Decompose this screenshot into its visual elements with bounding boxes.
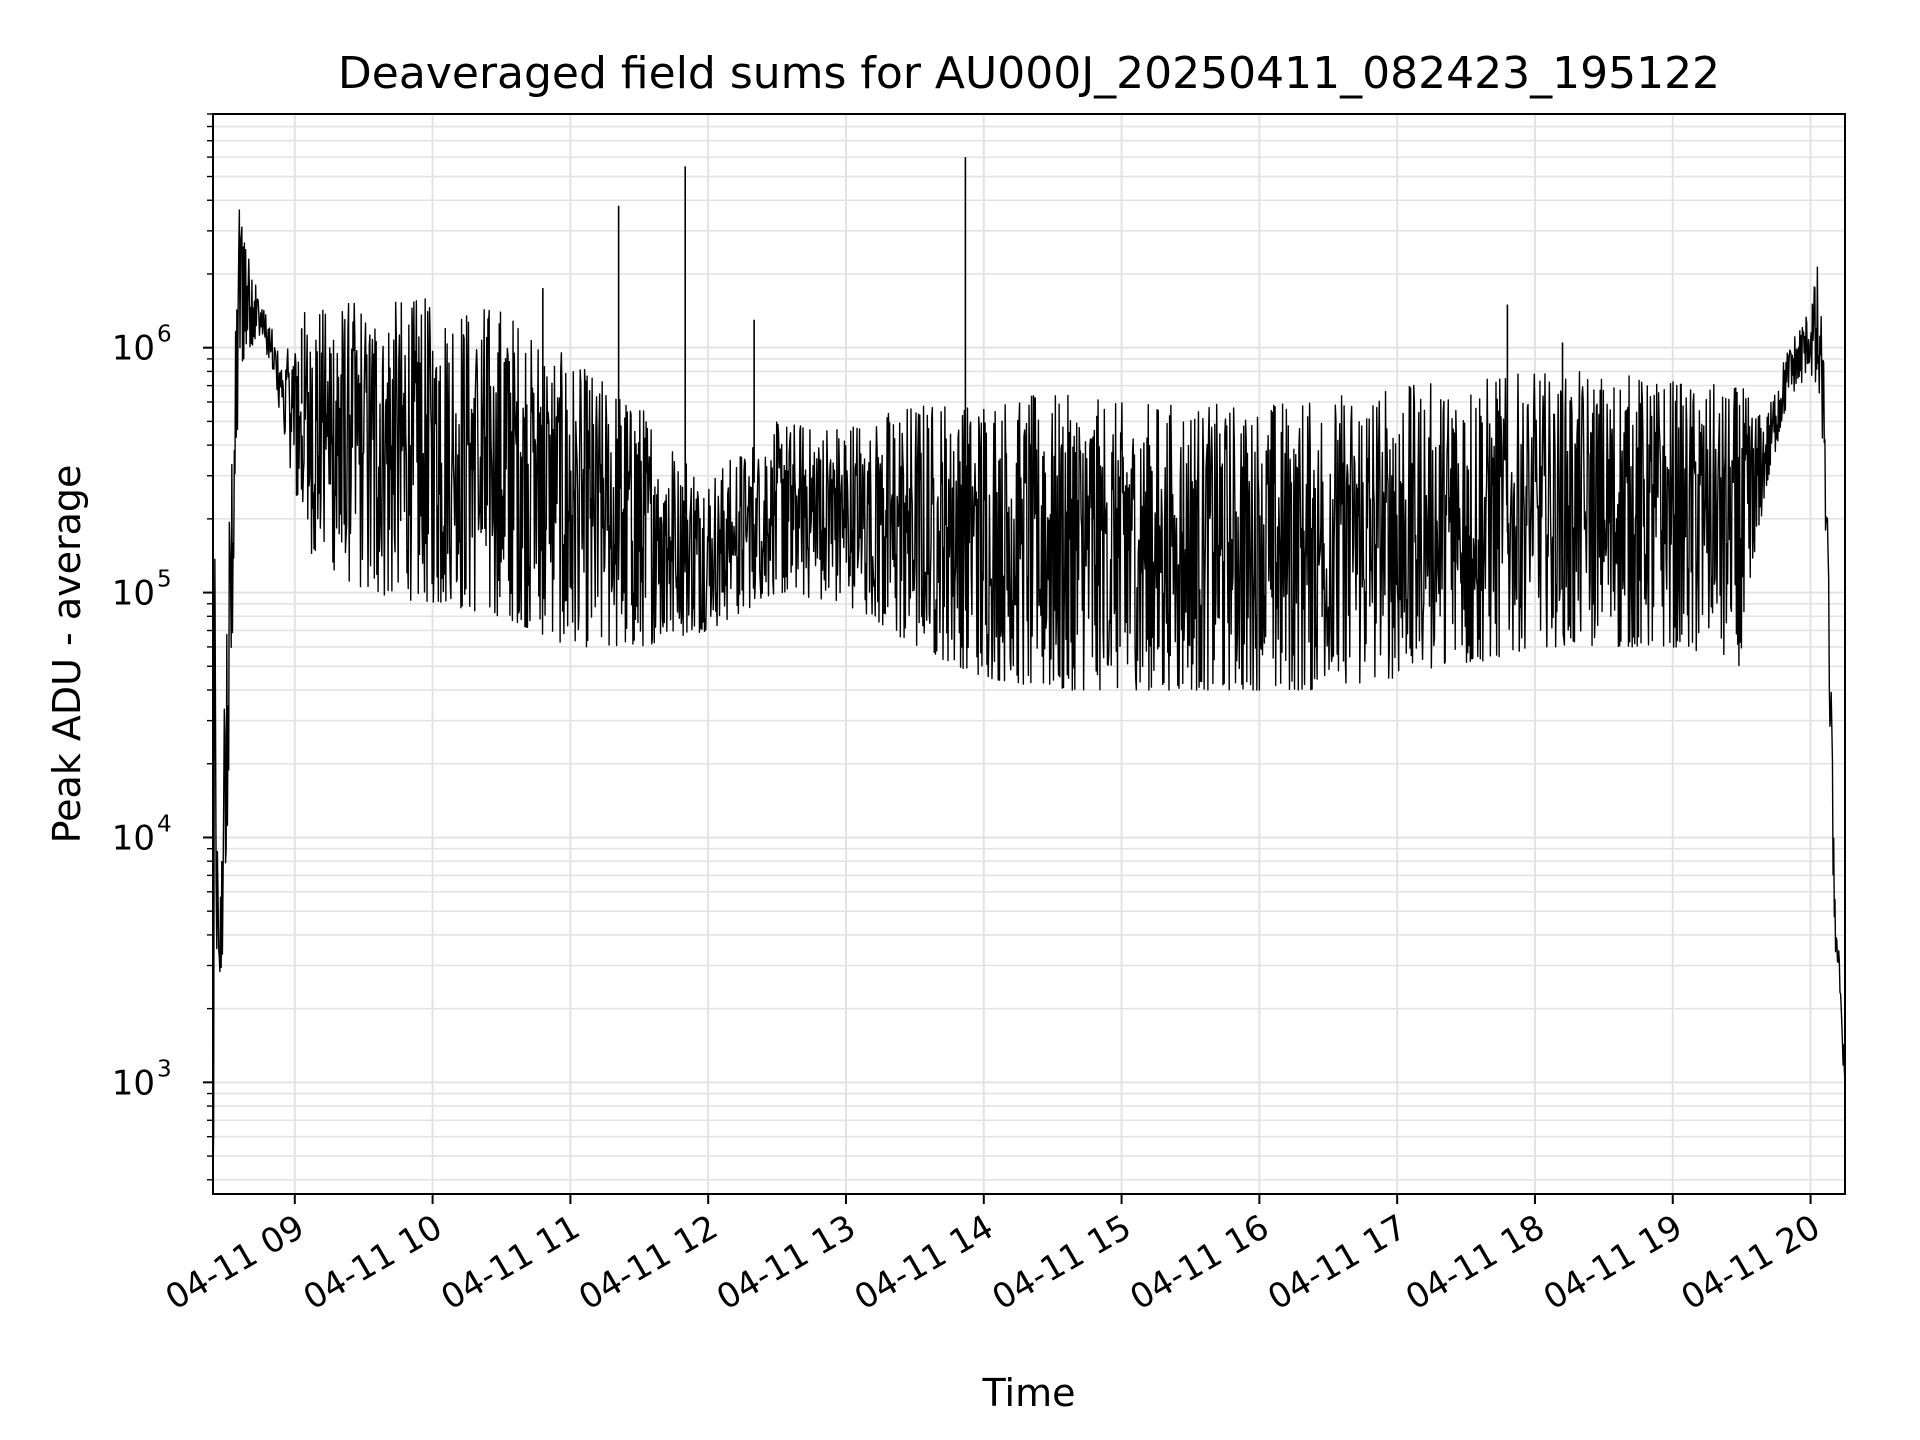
y-tick-label: 10 <box>112 1063 155 1103</box>
y-tick-label: 10 <box>112 818 155 858</box>
y-tick-label: 10 <box>112 574 155 614</box>
y-tick-label-exponent: 5 <box>157 567 172 593</box>
y-tick-label-exponent: 4 <box>157 811 172 837</box>
series <box>213 157 1845 1182</box>
y-axis-label: Peak ADU - average <box>45 465 89 844</box>
plot-frame <box>212 113 1846 1195</box>
series-line <box>213 209 1845 1182</box>
y-tick-label-exponent: 3 <box>157 1056 172 1082</box>
y-tick-label-exponent: 6 <box>157 322 172 348</box>
x-axis-label: Time <box>982 1371 1076 1415</box>
y-tick-label: 10 <box>112 329 155 369</box>
chart-title: Deaveraged field sums for AU000J_2025041… <box>338 48 1720 99</box>
